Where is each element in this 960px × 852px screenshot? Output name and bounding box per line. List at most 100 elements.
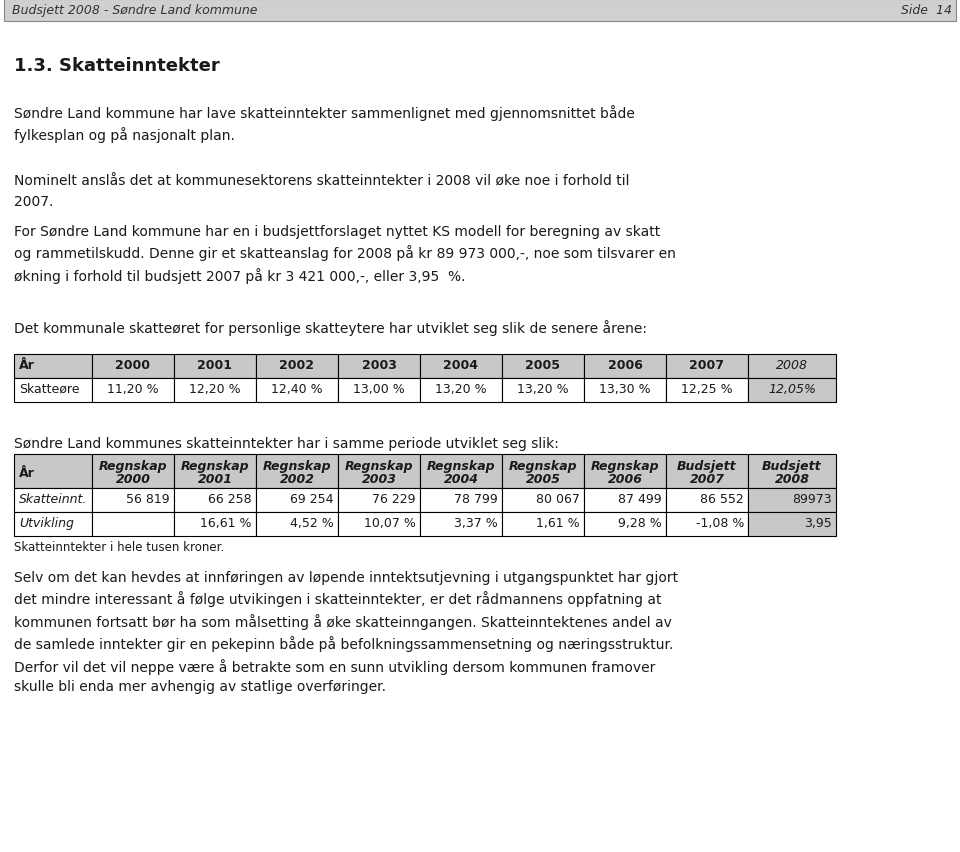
Bar <box>14 378 92 402</box>
Bar <box>338 378 420 402</box>
Text: 2005: 2005 <box>525 359 561 371</box>
Bar <box>338 454 420 488</box>
Bar <box>420 488 502 512</box>
Text: 1,61 %: 1,61 % <box>537 516 580 529</box>
Text: Budsjett 2008 - Søndre Land kommune: Budsjett 2008 - Søndre Land kommune <box>12 4 257 17</box>
Text: Skatteinntekter i hele tusen kroner.: Skatteinntekter i hele tusen kroner. <box>14 540 225 553</box>
Bar <box>174 512 256 537</box>
Text: 2007: 2007 <box>689 359 725 371</box>
Text: 2007: 2007 <box>689 473 725 486</box>
Text: 2002: 2002 <box>279 359 315 371</box>
Bar <box>92 378 174 402</box>
Text: 3,37 %: 3,37 % <box>454 516 498 529</box>
Text: Regnskap: Regnskap <box>99 459 167 473</box>
Text: Regnskap: Regnskap <box>263 459 331 473</box>
Text: 2006: 2006 <box>608 359 642 371</box>
Bar <box>174 354 256 378</box>
Text: 13,20 %: 13,20 % <box>517 383 569 395</box>
Text: 2005: 2005 <box>525 473 561 486</box>
Bar <box>584 454 666 488</box>
Bar <box>420 512 502 537</box>
Bar <box>92 488 174 512</box>
Text: 13,20 %: 13,20 % <box>435 383 487 395</box>
Text: Utvikling: Utvikling <box>19 516 74 529</box>
Text: Skatteøre: Skatteøre <box>19 383 80 395</box>
Bar <box>256 488 338 512</box>
Text: 2008: 2008 <box>775 473 809 486</box>
Text: 2006: 2006 <box>608 473 642 486</box>
Text: 2001: 2001 <box>198 359 232 371</box>
Text: 12,25 %: 12,25 % <box>682 383 732 395</box>
Bar <box>666 378 748 402</box>
Bar <box>256 512 338 537</box>
Text: År: År <box>19 359 35 371</box>
Bar <box>92 354 174 378</box>
Bar <box>666 454 748 488</box>
Text: År: År <box>19 466 35 480</box>
Bar <box>748 512 836 537</box>
Bar <box>14 454 92 488</box>
Text: Budsjett: Budsjett <box>677 459 737 473</box>
Bar <box>420 378 502 402</box>
Text: -1,08 %: -1,08 % <box>696 516 744 529</box>
Text: 1.3. Skatteinntekter: 1.3. Skatteinntekter <box>14 57 220 75</box>
Text: 80 067: 80 067 <box>536 492 580 505</box>
Text: 87 499: 87 499 <box>618 492 662 505</box>
Text: Søndre Land kommune har lave skatteinntekter sammenlignet med gjennomsnittet båd: Søndre Land kommune har lave skatteinnte… <box>14 105 635 143</box>
Text: 89973: 89973 <box>792 492 832 505</box>
Text: Side  14: Side 14 <box>901 4 952 17</box>
Bar <box>584 488 666 512</box>
Bar <box>420 454 502 488</box>
Text: 9,28 %: 9,28 % <box>618 516 662 529</box>
Bar <box>256 354 338 378</box>
Text: 16,61 %: 16,61 % <box>201 516 252 529</box>
Text: Selv om det kan hevdes at innføringen av løpende inntektsutjevning i utgangspunk: Selv om det kan hevdes at innføringen av… <box>14 570 678 694</box>
Bar <box>4 0 956 22</box>
Text: Regnskap: Regnskap <box>426 459 495 473</box>
Text: 13,00 %: 13,00 % <box>353 383 405 395</box>
Text: 2003: 2003 <box>362 359 396 371</box>
Text: For Søndre Land kommune har en i budsjettforslaget nyttet KS modell for beregnin: For Søndre Land kommune har en i budsjet… <box>14 225 676 284</box>
Text: 2004: 2004 <box>444 473 478 486</box>
Text: 78 799: 78 799 <box>454 492 498 505</box>
Bar <box>92 454 174 488</box>
Bar <box>502 378 584 402</box>
Text: 2001: 2001 <box>198 473 232 486</box>
Bar <box>14 488 92 512</box>
Text: 56 819: 56 819 <box>127 492 170 505</box>
Bar <box>502 512 584 537</box>
Text: 13,30 %: 13,30 % <box>599 383 651 395</box>
Bar <box>92 512 174 537</box>
Bar <box>584 378 666 402</box>
Text: 4,52 %: 4,52 % <box>290 516 334 529</box>
Text: 10,07 %: 10,07 % <box>364 516 416 529</box>
Text: Regnskap: Regnskap <box>345 459 414 473</box>
Text: Budsjett: Budsjett <box>762 459 822 473</box>
Text: 66 258: 66 258 <box>208 492 252 505</box>
Bar <box>502 488 584 512</box>
Bar <box>256 454 338 488</box>
Text: Det kommunale skatteøret for personlige skatteytere har utviklet seg slik de sen: Det kommunale skatteøret for personlige … <box>14 320 647 336</box>
Bar <box>748 488 836 512</box>
Text: Nominelt anslås det at kommunesektorens skatteinntekter i 2008 vil øke noe i for: Nominelt anslås det at kommunesektorens … <box>14 175 630 208</box>
Bar <box>748 454 836 488</box>
Text: Regnskap: Regnskap <box>509 459 577 473</box>
Bar <box>420 354 502 378</box>
Text: 12,05%: 12,05% <box>768 383 816 395</box>
Text: 2000: 2000 <box>115 473 151 486</box>
Bar <box>174 378 256 402</box>
Text: 2004: 2004 <box>444 359 478 371</box>
Text: 12,40 %: 12,40 % <box>271 383 323 395</box>
Bar <box>338 354 420 378</box>
Bar <box>666 354 748 378</box>
Bar <box>14 512 92 537</box>
Bar <box>338 488 420 512</box>
Bar <box>666 512 748 537</box>
Bar <box>748 354 836 378</box>
Text: 2000: 2000 <box>115 359 151 371</box>
Text: Skatteinnt.: Skatteinnt. <box>19 492 87 505</box>
Bar <box>584 512 666 537</box>
Bar <box>14 354 92 378</box>
Bar <box>174 488 256 512</box>
Text: 69 254: 69 254 <box>291 492 334 505</box>
